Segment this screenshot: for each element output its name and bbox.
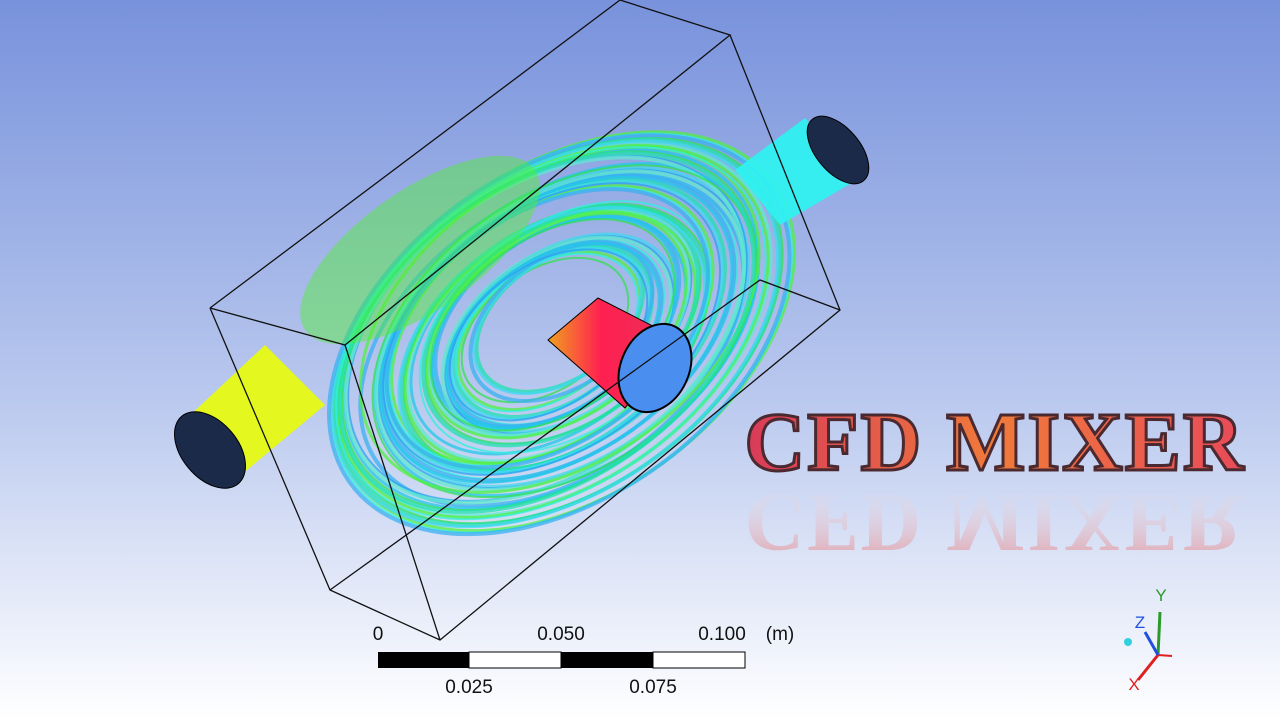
- scale-unit: (m): [766, 624, 794, 645]
- scale-label: 0.100: [698, 624, 746, 645]
- streamlines: [300, 130, 796, 537]
- scale-seg: [378, 652, 469, 668]
- axis-triad: Y Z X: [1124, 586, 1173, 694]
- streamline: [337, 151, 756, 514]
- box-edges: [209, 0, 841, 641]
- domain-box: [209, 0, 841, 641]
- x-label: X: [1128, 675, 1139, 694]
- x-axis: [1136, 654, 1160, 681]
- streamline: [429, 218, 676, 432]
- y-axis: [1156, 611, 1162, 656]
- scale-label: 0.050: [537, 624, 585, 645]
- scale-label: 0: [373, 624, 384, 645]
- scale-seg: [652, 651, 746, 669]
- streamline: [425, 211, 688, 440]
- title: CFD MIXER: [745, 396, 1246, 489]
- scale-bar: 0 0.050 0.100 (m) 0.025 0.075: [373, 624, 795, 698]
- outlet-face: [806, 115, 870, 185]
- streamline-band: [300, 155, 540, 345]
- center-face: [617, 322, 693, 414]
- scale-label: 0.025: [445, 677, 493, 698]
- streamline: [397, 205, 707, 474]
- streamline: [421, 205, 701, 448]
- scale-seg: [468, 651, 562, 669]
- streamline: [378, 175, 734, 484]
- streamline: [440, 235, 674, 438]
- streamline: [382, 182, 721, 476]
- scale-seg: [561, 652, 653, 668]
- inlet-face: [174, 411, 246, 489]
- title-reflection: CFD MIXER: [745, 476, 1246, 569]
- origin: [1124, 638, 1132, 646]
- z-axis: [1143, 631, 1160, 656]
- x-axis-tip: [1157, 654, 1173, 657]
- y-label: Y: [1155, 586, 1166, 605]
- streamline: [448, 248, 649, 422]
- z-label: Z: [1135, 613, 1145, 632]
- streamline: [374, 169, 746, 492]
- scale-label: 0.075: [629, 677, 677, 698]
- streamline: [335, 146, 767, 521]
